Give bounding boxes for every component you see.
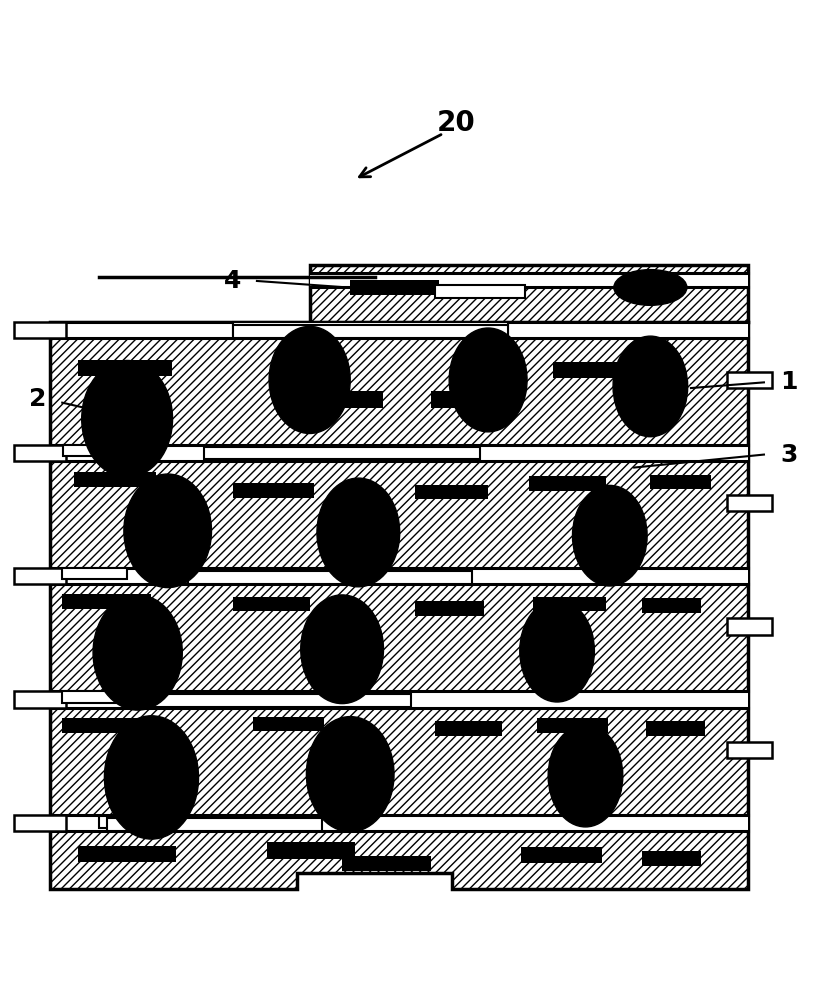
Bar [204,447,480,459]
Bar [435,285,525,298]
Bar [188,571,472,584]
Bar [62,718,151,733]
Bar [646,721,705,736]
Ellipse shape [548,725,623,827]
Bar [78,360,172,376]
Bar [62,691,127,703]
Text: 4: 4 [224,269,241,293]
Bar [233,483,313,498]
Bar [642,851,701,866]
Bar [350,280,440,295]
Ellipse shape [614,270,687,305]
Ellipse shape [520,600,594,702]
Bar [528,476,606,491]
Ellipse shape [81,360,173,477]
Bar [233,325,509,338]
Bar [233,597,309,611]
Bar [62,594,151,609]
Bar [63,445,132,456]
Bar [650,475,711,489]
Text: 1: 1 [780,370,798,394]
Ellipse shape [306,717,394,832]
Polygon shape [50,322,748,889]
Bar [14,322,66,338]
Ellipse shape [269,326,350,433]
Bar [728,618,772,635]
Text: 3: 3 [780,443,798,467]
Bar [14,691,66,708]
Bar [233,322,509,335]
Bar [415,601,484,616]
Ellipse shape [317,478,400,587]
Bar [98,816,164,828]
Bar [342,856,431,871]
Bar [435,721,502,736]
Bar [107,818,322,831]
Bar [78,846,176,862]
Bar [268,842,355,859]
Ellipse shape [572,485,647,586]
Bar [728,495,772,511]
Bar [521,847,602,863]
Bar [74,472,155,487]
Bar [50,445,748,461]
Bar [139,694,411,707]
Text: 2: 2 [28,387,46,411]
Text: 20: 20 [436,109,475,137]
Ellipse shape [104,716,199,839]
Bar [14,815,66,831]
Ellipse shape [300,595,383,704]
Bar [431,391,517,408]
Bar [62,568,127,579]
Bar [728,372,772,388]
Ellipse shape [449,328,527,432]
Bar [50,322,748,338]
Bar [50,568,748,584]
Bar [728,742,772,758]
Bar [309,273,748,287]
Bar [50,815,748,831]
Bar [14,445,66,461]
Bar [532,597,606,611]
Bar [642,598,701,613]
Bar [536,718,608,733]
Ellipse shape [613,336,688,437]
Bar [253,717,324,731]
Bar [14,568,66,584]
Bar [553,362,642,378]
Ellipse shape [93,595,182,710]
Bar [309,265,748,322]
Bar [415,485,488,499]
Bar [293,391,383,408]
Bar [50,691,748,708]
Ellipse shape [124,474,212,588]
